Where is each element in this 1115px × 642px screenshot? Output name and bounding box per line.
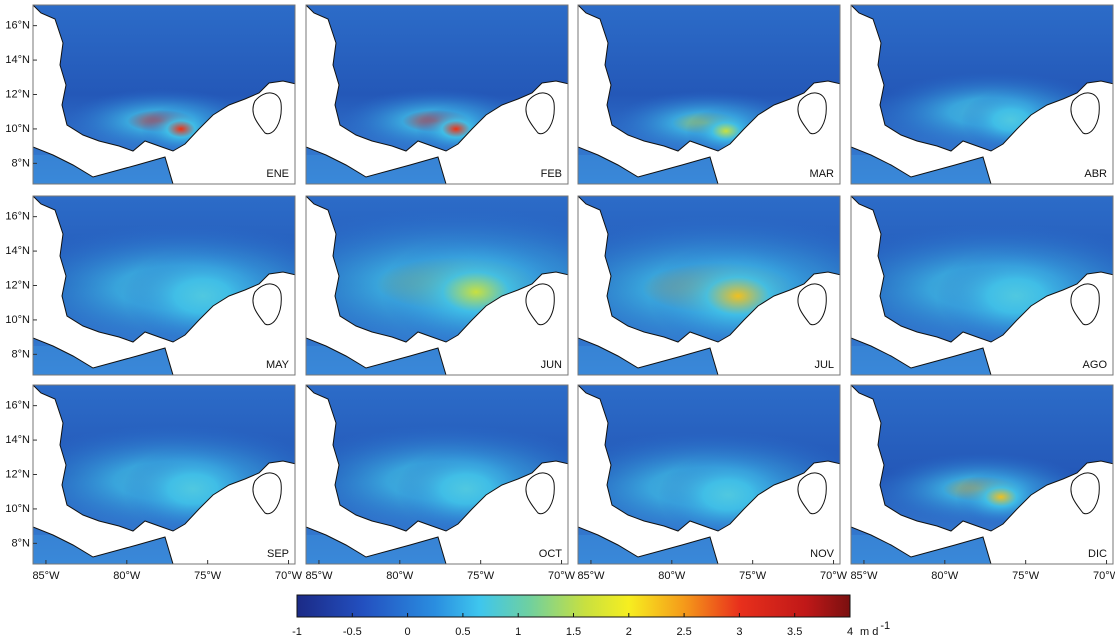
map-field <box>33 5 295 184</box>
lon-tick-label: 75°W <box>194 570 222 582</box>
map-field <box>851 385 1113 564</box>
colorbar-tick-label: 2.5 <box>676 626 691 637</box>
colorbar-unit: m d <box>860 626 878 637</box>
colorbar-tick-label: 4 <box>847 626 853 637</box>
colorbar-tick-label: 3 <box>736 626 742 637</box>
lat-tick-label: 16°N <box>5 211 30 223</box>
map-panel: MAR <box>577 4 841 185</box>
lat-tick-label: 10°N <box>5 314 30 326</box>
panel-frame <box>577 384 841 565</box>
map-panel: ENE 16°N 14°N 12°N 10°N 8°N <box>5 4 296 185</box>
lat-tick-label: 8°N <box>12 157 31 169</box>
lon-tick-label: 85°W <box>577 570 605 582</box>
map-field <box>33 385 295 564</box>
panel-label: JUN <box>541 359 562 371</box>
panel-frame <box>850 4 1114 185</box>
map-field <box>851 196 1113 375</box>
map-panel: OCT 85°W 80°W 75°W 70°W <box>305 384 576 582</box>
panel-frame <box>577 4 841 185</box>
panel-label: MAR <box>810 168 835 180</box>
map-panel: MAY 16°N 14°N 12°N 10°N 8°N <box>5 195 296 376</box>
lon-tick-label: 85°W <box>850 570 878 582</box>
map-field <box>851 5 1113 184</box>
colorbar-tick-label: 0.5 <box>455 626 470 637</box>
lon-tick-label: 80°W <box>113 570 141 582</box>
lon-tick-label: 75°W <box>739 570 767 582</box>
lon-tick-label: 80°W <box>658 570 686 582</box>
panel-label: MAY <box>266 359 290 371</box>
map-panel: FEB <box>305 4 569 185</box>
lat-tick-label: 8°N <box>12 537 31 549</box>
panel-label: NOV <box>810 548 835 560</box>
lat-tick-label: 16°N <box>5 20 30 32</box>
map-panel: AGO <box>850 195 1114 376</box>
panel-label: AGO <box>1083 359 1108 371</box>
lat-tick-label: 8°N <box>12 348 31 360</box>
lon-tick-label: 70°W <box>548 570 576 582</box>
map-panel: SEP 16°N 14°N 12°N 10°N 8°N 85°W 80°W 75°W 70°W <box>5 384 303 582</box>
colorbar-tick-label: 0 <box>405 626 411 637</box>
panel-frame <box>305 384 569 565</box>
panel-label: ENE <box>266 168 289 180</box>
panel-label: DIC <box>1088 548 1107 560</box>
panel-label: FEB <box>541 168 562 180</box>
lon-tick-label: 70°W <box>1093 570 1115 582</box>
panel-frame <box>850 384 1114 565</box>
panel-label: JUL <box>814 359 834 371</box>
colorbar-tick-label: -1 <box>292 626 302 637</box>
map-field <box>306 5 568 184</box>
lon-tick-label: 80°W <box>931 570 959 582</box>
map-field <box>306 196 568 375</box>
lat-tick-label: 12°N <box>5 88 30 100</box>
map-field <box>578 385 840 564</box>
panel-label: ABR <box>1084 168 1107 180</box>
lat-tick-label: 10°N <box>5 123 30 135</box>
map-panel: ABR <box>850 4 1114 185</box>
panel-frame <box>850 195 1114 376</box>
map-panel: JUL <box>577 195 841 376</box>
map-panel: JUN <box>305 195 569 376</box>
lon-tick-label: 75°W <box>467 570 495 582</box>
colorbar-tick-label: 1.5 <box>566 626 581 637</box>
lat-tick-label: 14°N <box>5 54 30 66</box>
lat-tick-label: 10°N <box>5 503 30 515</box>
panel-label: SEP <box>267 548 289 560</box>
panel-frame <box>305 4 569 185</box>
lat-tick-label: 12°N <box>5 279 30 291</box>
lat-tick-label: 14°N <box>5 245 30 257</box>
map-field <box>33 196 295 375</box>
lon-tick-label: 70°W <box>820 570 848 582</box>
colorbar-tick-label: -0.5 <box>343 626 362 637</box>
lon-tick-label: 70°W <box>275 570 303 582</box>
map-field <box>306 385 568 564</box>
colorbar-tick-label: 2 <box>626 626 632 637</box>
lon-tick-label: 80°W <box>386 570 414 582</box>
colorbar-unit-exponent: -1 <box>880 620 890 632</box>
lon-tick-label: 85°W <box>305 570 333 582</box>
map-field <box>578 196 840 375</box>
lon-tick-label: 85°W <box>32 570 60 582</box>
panel-frame <box>577 195 841 376</box>
lat-tick-label: 14°N <box>5 434 30 446</box>
colorbar-tick-label: 1 <box>515 626 521 637</box>
map-field <box>578 5 840 184</box>
lat-tick-label: 16°N <box>5 400 30 412</box>
panel-label: OCT <box>539 548 563 560</box>
panel-frame <box>305 195 569 376</box>
lat-tick-label: 12°N <box>5 468 30 480</box>
colorbar-tick-label: 3.5 <box>787 626 802 637</box>
map-panel: DIC 85°W 80°W 75°W 70°W <box>850 384 1115 582</box>
lon-tick-label: 75°W <box>1012 570 1040 582</box>
map-panel: NOV 85°W 80°W 75°W 70°W <box>577 384 848 582</box>
